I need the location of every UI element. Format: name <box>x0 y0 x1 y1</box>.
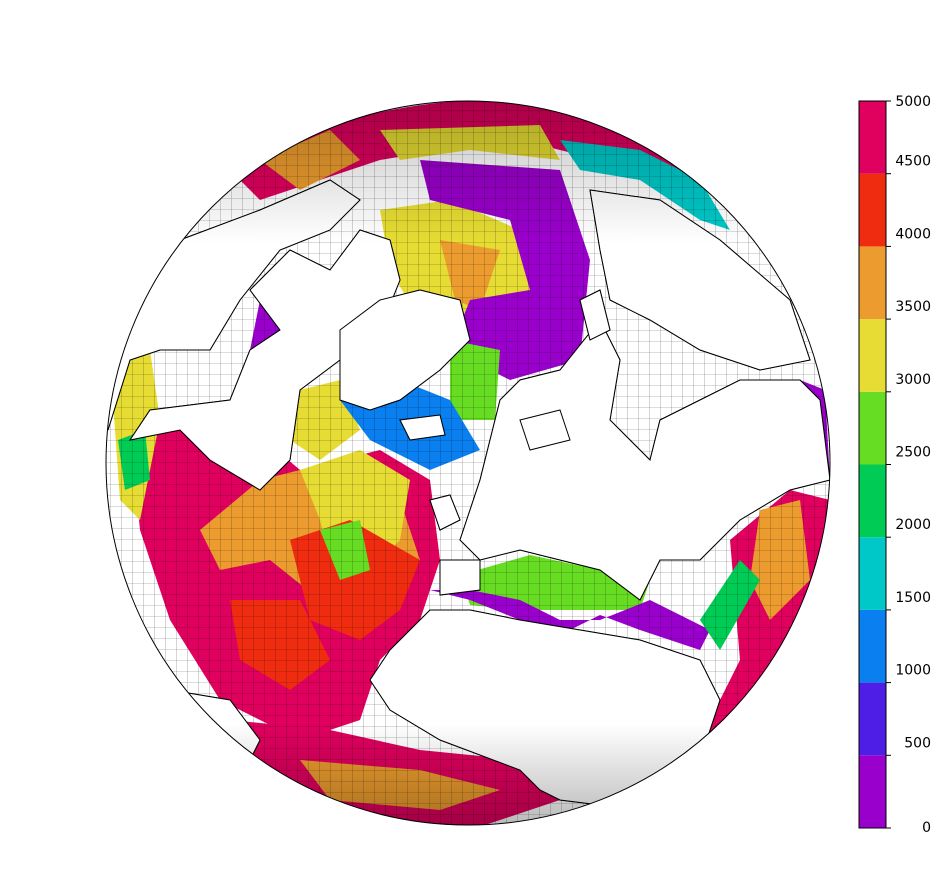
colorbar-segment-6 <box>859 319 886 392</box>
colorbar-tick-label: 2000 <box>895 517 931 533</box>
colorbar-segment-3 <box>859 537 886 610</box>
colorbar-segment-4 <box>859 464 886 538</box>
colorbar-tick-label: 5000 <box>895 94 931 110</box>
colorbar-tick-label: 3000 <box>895 372 931 388</box>
colorbar-tick-label: 1000 <box>895 663 931 679</box>
colorbar-segment-1 <box>859 682 886 756</box>
colorbar-tick-label: 1500 <box>895 590 931 606</box>
colorbar-segment-5 <box>859 391 886 465</box>
colorbar-tick-label: 3500 <box>895 299 931 315</box>
colorbar-segment-7 <box>859 246 886 320</box>
colorbar-tick-label: 500 <box>904 735 931 751</box>
globe <box>106 101 830 825</box>
colorbar-segment-0 <box>859 755 886 828</box>
colorbar-tick-label: 0 <box>922 820 931 836</box>
colorbar <box>858 100 887 829</box>
colorbar-tick-label: 4000 <box>895 226 931 242</box>
globe-outline <box>105 100 831 826</box>
colorbar-tick-label: 2500 <box>895 445 931 461</box>
colorbar-segment-9 <box>859 101 886 174</box>
colorbar-segment-8 <box>859 173 886 247</box>
colorbar-tick-label: 4500 <box>895 154 931 170</box>
colorbar-segment-2 <box>859 609 886 683</box>
colorbar-ticks: 0 500 1000 1500 2000 2500 3000 3500 4000 4500 5000 <box>886 94 931 836</box>
